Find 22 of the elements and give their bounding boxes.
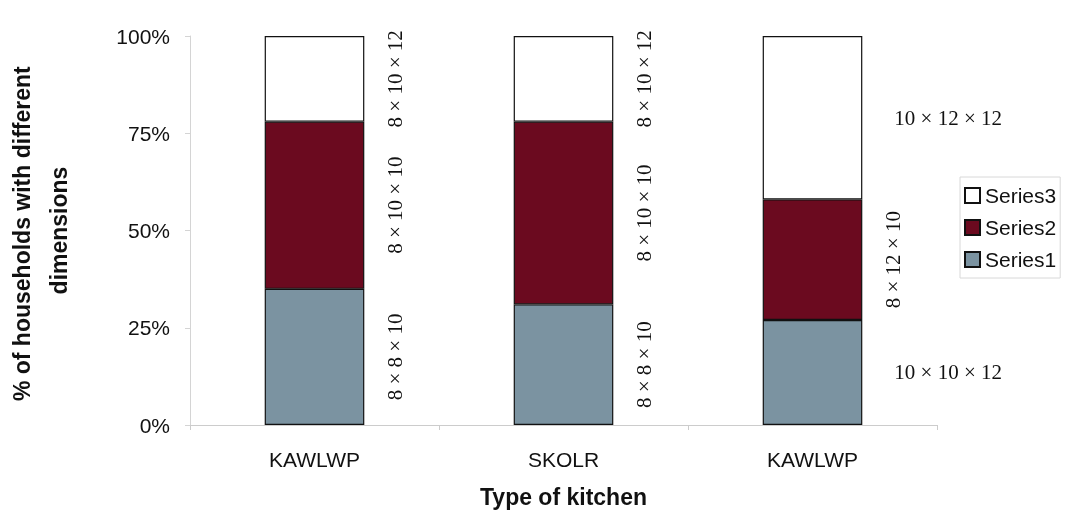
annotation: 8 × 10 × 12 xyxy=(383,30,408,128)
x-tick-label: KAWLWP xyxy=(268,448,361,471)
annotation: 8 × 10 × 10 xyxy=(632,164,657,262)
x-tick-label: KAWLWP xyxy=(766,448,859,471)
y-axis-title: % of households with different dimensions xyxy=(8,59,72,402)
annotation: 8 × 10 × 12 xyxy=(632,30,657,128)
annotation: 8 × 8 × 10 xyxy=(632,321,657,409)
y-tick-label: 75% xyxy=(127,121,170,145)
annotation: 8 × 12 × 10 xyxy=(881,211,906,309)
legend-label: Series3 xyxy=(985,184,1057,207)
annotation: 10 × 10 × 12 xyxy=(894,360,1002,385)
x-axis-title: Type of kitchen xyxy=(480,484,647,510)
annotation: 10 × 12 × 12 xyxy=(894,105,1002,130)
y-tick-label: 100% xyxy=(116,24,170,48)
y-tick-label: 50% xyxy=(127,219,170,242)
x-tick-label: SKOLR xyxy=(527,448,600,471)
annotation: 8 × 10 × 10 xyxy=(383,156,408,254)
legend-label: Series2 xyxy=(985,216,1057,239)
y-tick-label: 25% xyxy=(127,316,170,340)
legend-label: Series1 xyxy=(985,248,1057,271)
y-tick-label: 0% xyxy=(139,413,170,437)
annotation: 8 × 8 × 10 xyxy=(383,313,408,401)
